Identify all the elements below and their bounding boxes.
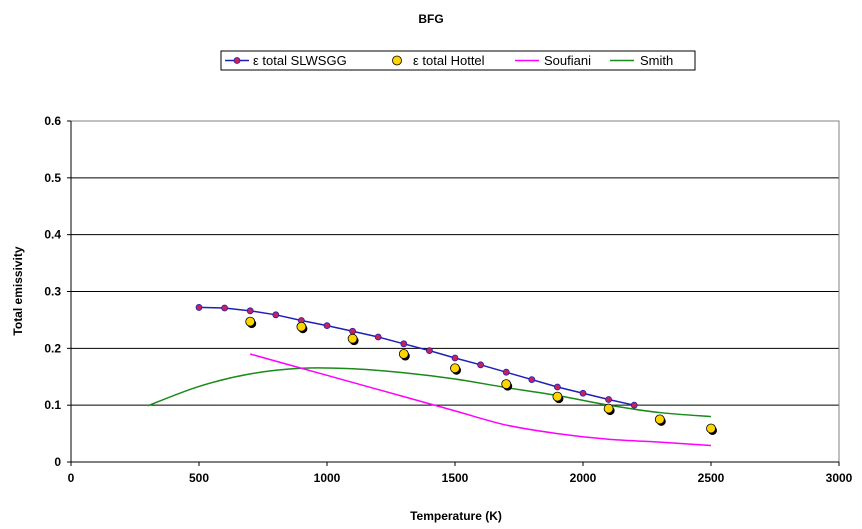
series-1-point-5 [501,379,512,390]
series-0-point-16 [605,396,612,403]
x-tick-label-3: 1500 [442,471,469,485]
series-0-point-5 [323,322,331,330]
series-2 [250,353,712,447]
series-2-line [250,353,712,447]
legend-label-slwsgg: ε total SLWSGG [253,53,347,68]
series-3-line [147,367,712,418]
series-0-point-2 [246,307,254,315]
y-tick-label-1: 0.1 [44,398,61,412]
y-tick-label-6: 0.6 [44,114,61,128]
y-axis-label: Total emissivity [11,246,25,335]
x-tick-label-1: 500 [189,471,209,485]
series-1-point-7 [603,403,614,414]
legend: ε total SLWSGG ε total Hottel Soufiani S… [220,50,696,71]
legend-label-soufiani: Soufiani [544,53,591,68]
series-1 [245,316,717,435]
x-axis-ticks: 0 500 1000 1500 2000 2500 3000 [68,461,853,485]
series-1-point-4 [450,363,460,374]
x-tick-label-5: 2500 [698,471,725,485]
series-0-point-0 [195,304,203,311]
series-0-line [198,306,635,406]
x-tick-label-2: 1000 [314,471,341,485]
series-0-point-11 [477,361,485,369]
series-0-point-6 [349,327,357,335]
series-1-point-0 [245,316,256,327]
series-1-point-1 [296,321,307,332]
series-3 [147,367,712,418]
x-tick-label-6: 3000 [826,471,853,485]
y-tick-label-4: 0.4 [44,228,61,242]
series-layer [147,304,717,447]
x-tick-label-0: 0 [68,471,75,485]
series-0-point-8 [400,340,408,348]
legend-swatch-hottel-marker [392,55,402,66]
series-0-point-17 [630,401,638,409]
y-axis-ticks: 0 0.1 0.2 0.3 0.4 0.5 0.6 [44,114,72,469]
series-1-point-2 [347,333,358,344]
legend-label-smith: Smith [640,53,673,68]
series-1-point-8 [654,414,665,425]
series-0 [195,304,638,409]
series-0-point-10 [451,354,459,362]
series-0-point-9 [425,347,433,355]
series-0-point-14 [554,383,561,391]
series-1-point-3 [398,349,409,359]
y-tick-label-2: 0.2 [44,341,61,355]
series-0-point-1 [221,304,229,312]
series-0-point-3 [272,311,280,319]
series-0-point-12 [502,368,510,376]
chart-title: BFG [418,12,443,26]
y-tick-label-3: 0.3 [44,285,61,299]
series-0-point-13 [528,376,536,383]
series-1-point-9 [706,423,716,434]
y-tick-label-5: 0.5 [44,171,61,185]
legend-box [220,50,696,71]
series-1-point-6 [552,391,563,402]
x-tick-label-4: 2000 [570,471,597,485]
legend-label-hottel: ε total Hottel [413,53,485,68]
y-tick-label-0: 0 [54,455,61,469]
legend-swatch-slwsgg-marker [233,57,241,64]
x-axis-label: Temperature (K) [410,509,502,523]
series-0-point-15 [579,389,587,397]
series-0-point-7 [374,333,382,341]
